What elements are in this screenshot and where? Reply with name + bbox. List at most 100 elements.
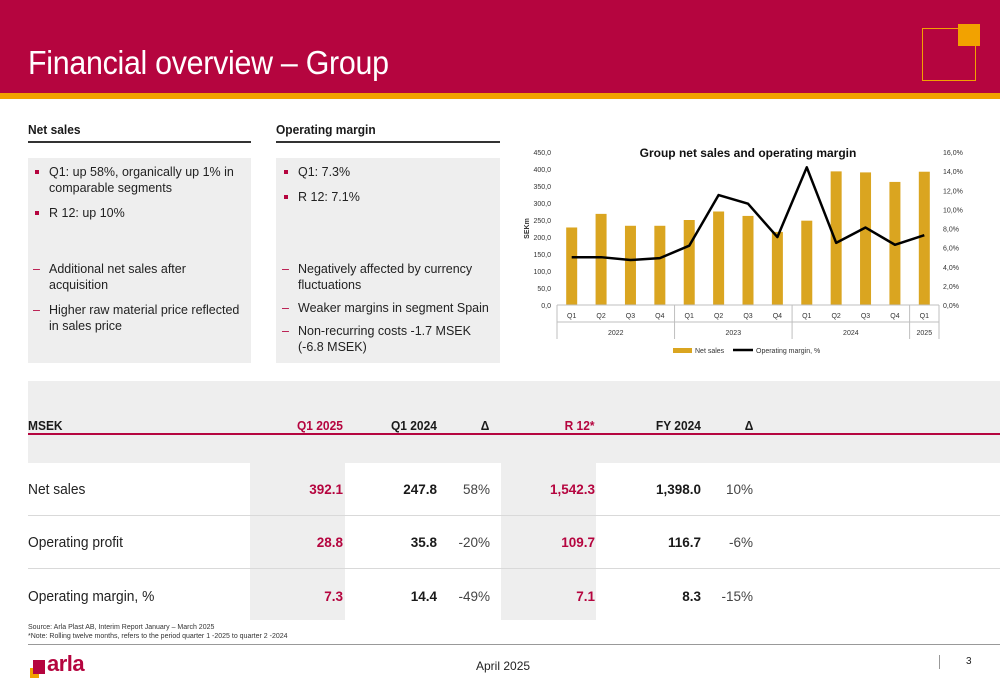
net-sales-bar: [654, 225, 666, 305]
table-cell-q1-2025: 7.3: [324, 589, 343, 604]
table-header-q1-2024: Q1 2024: [391, 418, 437, 433]
net-sales-bullet: Q1: up 58%, organically up 1% in compara…: [33, 164, 248, 196]
table-cell-delta-fy: -15%: [721, 589, 753, 604]
y2-tick-label: 8,0%: [943, 227, 959, 234]
y-axis-label: SEKm: [524, 218, 531, 239]
x-tick-label: Q1: [920, 313, 929, 320]
page-number: 3: [966, 656, 972, 667]
operating-margin-heading: Operating margin: [276, 122, 376, 137]
net-sales-bar: [742, 215, 754, 305]
net-sales-bar: [624, 225, 636, 305]
net-sales-dashes: Additional net sales after acquisition H…: [33, 261, 248, 343]
operating-margin-dashes: Negatively affected by currency fluctuat…: [282, 261, 497, 364]
page-title: Financial overview – Group: [28, 44, 389, 81]
table-cell-r12: 109.7: [561, 535, 595, 550]
y-tick-label: 400,0: [533, 167, 551, 174]
logo-square-icon: [33, 660, 45, 674]
header-stripe: [0, 93, 1000, 99]
footer-rule: [28, 644, 1000, 645]
rolling-note-footnote: *Note: Rolling twelve months, refers to …: [28, 633, 288, 640]
y-tick-label: 150,0: [533, 252, 551, 259]
table-header-fy2024: FY 2024: [655, 418, 701, 433]
table-cell-q1-2024: 247.8: [403, 482, 437, 497]
operating-margin-dash-item: Non-recurring costs -1.7 MSEK (-6.8 MSEK…: [282, 323, 497, 355]
table-cell-delta: -49%: [458, 589, 490, 604]
operating-margin-bullet: Q1: 7.3%: [282, 164, 497, 180]
net-sales-bar: [595, 213, 607, 305]
x-tick-label: Q2: [831, 313, 840, 320]
table-row-label: Net sales: [28, 482, 86, 498]
table-row-label: Operating profit: [28, 535, 123, 551]
source-footnote: Source: Arla Plast AB, Interim Report Ja…: [28, 624, 215, 631]
operating-margin-dash-item: Negatively affected by currency fluctuat…: [282, 261, 497, 293]
corner-logo-square: [958, 24, 980, 46]
table-cell-fy2024: 8.3: [682, 589, 701, 604]
table-cell-delta-fy: 10%: [725, 482, 753, 497]
table-cell-delta-fy: -6%: [728, 535, 753, 550]
table-row-divider: [28, 568, 1000, 569]
x-group-label: 2024: [843, 330, 859, 337]
x-tick-label: Q2: [714, 313, 723, 320]
x-tick-label: Q3: [861, 313, 870, 320]
net-sales-bar: [771, 231, 783, 305]
table-cell-q1-2025: 392.1: [309, 482, 343, 497]
y2-tick-label: 2,0%: [943, 284, 959, 291]
table-cell-fy2024: 1,398.0: [655, 482, 701, 497]
table-header-delta: Δ: [480, 418, 489, 433]
net-sales-dash-item: Higher raw material price reflected in s…: [33, 302, 248, 334]
x-tick-label: Q4: [773, 313, 782, 320]
y2-tick-label: 10,0%: [943, 207, 963, 214]
y-tick-label: 350,0: [533, 184, 551, 191]
y2-tick-label: 12,0%: [943, 188, 963, 195]
x-tick-label: Q4: [655, 313, 664, 320]
legend-label: Net sales: [695, 348, 725, 355]
y2-tick-label: 0,0%: [943, 303, 959, 310]
net-sales-bar: [683, 220, 695, 305]
table-cell-r12: 7.1: [576, 589, 595, 604]
group-chart: Group net sales and operating margin 0,0 5…: [505, 140, 975, 370]
x-tick-label: Q4: [890, 313, 899, 320]
table-header-r12: R 12*: [565, 418, 595, 433]
table-header-band: [28, 381, 1000, 463]
y-tick-label: 250,0: [533, 218, 551, 225]
operating-margin-dash-item: Weaker margins in segment Spain: [282, 300, 497, 316]
footer-date: April 2025: [476, 659, 531, 673]
table-cell-q1-2024: 14.4: [410, 589, 437, 604]
net-sales-dash-item: Additional net sales after acquisition: [33, 261, 248, 293]
operating-margin-underline: [276, 141, 500, 143]
table-cell-r12: 1,542.3: [549, 482, 595, 497]
chart-title: Group net sales and operating margin: [640, 146, 857, 160]
net-sales-bullets: Q1: up 58%, organically up 1% in compara…: [33, 164, 248, 230]
x-tick-label: Q3: [626, 313, 635, 320]
x-tick-label: Q1: [685, 313, 694, 320]
net-sales-bar: [830, 171, 842, 305]
x-tick-label: Q2: [596, 313, 605, 320]
table-row-label: Operating margin, %: [28, 589, 155, 605]
y2-tick-label: 16,0%: [943, 150, 963, 157]
table-cell-fy2024: 116.7: [667, 535, 701, 550]
y-tick-label: 300,0: [533, 201, 551, 208]
net-sales-bar: [918, 171, 930, 305]
table-header-msek: MSEK: [28, 418, 63, 433]
q1-2025-column-shade: [250, 463, 345, 620]
x-group-label: 2022: [608, 330, 624, 337]
y-tick-label: 100,0: [533, 269, 551, 276]
table-header-q1-2025: Q1 2025: [297, 418, 343, 433]
table-cell-delta: 58%: [462, 482, 490, 497]
chart-svg: Group net sales and operating margin 0,0 5…: [524, 146, 963, 355]
y-tick-label: 50,0: [537, 286, 551, 293]
operating-margin-line: [571, 166, 925, 262]
table-header-delta-fy: Δ: [744, 418, 753, 433]
net-sales-bar: [860, 172, 872, 305]
y2-tick-label: 4,0%: [943, 265, 959, 272]
x-tick-label: Q3: [743, 313, 752, 320]
legend-bar-swatch: [673, 348, 692, 353]
table-cell-q1-2025: 28.8: [316, 535, 343, 550]
net-sales-underline: [28, 141, 251, 143]
y2-tick-label: 14,0%: [943, 169, 963, 176]
operating-margin-bullets: Q1: 7.3% R 12: 7.1%: [282, 164, 497, 214]
corner-logo-outline: [922, 28, 976, 81]
y-tick-label: 450,0: [533, 150, 551, 157]
logo-wordmark: arla: [47, 651, 85, 676]
net-sales-heading: Net sales: [28, 122, 81, 137]
